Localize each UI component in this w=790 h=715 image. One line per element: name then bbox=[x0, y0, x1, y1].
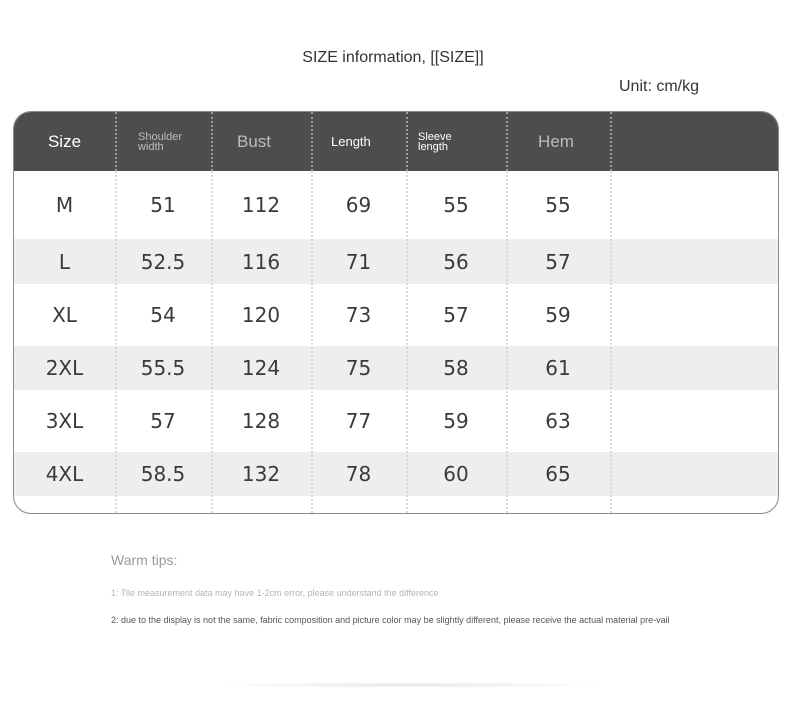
cell-size: 3XL bbox=[45, 409, 84, 433]
header-sleeve-length: Sleeve length bbox=[418, 130, 452, 153]
cell-sleeve: 58 bbox=[443, 356, 469, 380]
cell-size: 4XL bbox=[45, 462, 84, 486]
table-row: 3XL 57 128 77 59 63 bbox=[14, 390, 778, 452]
header-divider bbox=[406, 112, 408, 171]
cell-hem: 61 bbox=[545, 356, 571, 380]
cell-size: M bbox=[55, 193, 74, 217]
cell-shoulder: 55.5 bbox=[140, 356, 186, 380]
table-row: M 51 112 69 55 55 bbox=[14, 171, 778, 239]
cell-size: XL bbox=[52, 303, 77, 327]
header-divider bbox=[311, 112, 313, 171]
cell-length: 71 bbox=[345, 249, 372, 274]
cell-bust: 128 bbox=[241, 409, 281, 433]
cell-length: 78 bbox=[345, 462, 372, 486]
header-divider bbox=[211, 112, 213, 171]
column-divider bbox=[506, 171, 508, 513]
unit-label: Unit: cm/kg bbox=[619, 78, 700, 95]
cell-sleeve: 59 bbox=[443, 409, 469, 433]
cell-bust: 112 bbox=[241, 193, 281, 217]
header-size: Size bbox=[47, 131, 82, 151]
column-divider bbox=[610, 171, 612, 513]
page-title: SIZE information, [[SIZE]] bbox=[302, 49, 484, 66]
header-divider bbox=[115, 112, 117, 171]
cell-hem: 65 bbox=[545, 462, 571, 486]
header-bust: Bust bbox=[236, 131, 272, 151]
cell-sleeve: 56 bbox=[443, 249, 469, 274]
column-divider bbox=[211, 171, 213, 513]
cell-shoulder: 58.5 bbox=[140, 462, 186, 486]
table-row: XL 54 120 73 57 59 bbox=[14, 284, 778, 346]
cell-hem: 59 bbox=[545, 303, 571, 327]
header-divider bbox=[610, 112, 612, 171]
bottom-shadow bbox=[210, 682, 610, 688]
cell-sleeve: 60 bbox=[443, 462, 469, 486]
table-row: 4XL 58.5 132 78 60 65 bbox=[14, 452, 778, 496]
column-divider bbox=[311, 171, 313, 513]
table-row: L 52.5 116 71 56 57 bbox=[14, 239, 778, 284]
cell-length: 77 bbox=[345, 409, 372, 433]
cell-sleeve: 55 bbox=[443, 193, 469, 217]
cell-size: 2XL bbox=[45, 356, 84, 380]
size-table: Size Shoulder width Bust Length Sleeve l… bbox=[13, 111, 779, 514]
cell-bust: 120 bbox=[241, 303, 281, 327]
cell-length: 73 bbox=[345, 303, 372, 327]
cell-shoulder: 54 bbox=[150, 303, 176, 327]
cell-bust: 124 bbox=[241, 356, 281, 380]
cell-shoulder: 57 bbox=[150, 409, 176, 433]
header-shoulder-width: Shoulder width bbox=[138, 130, 183, 153]
cell-sleeve: 57 bbox=[443, 303, 469, 327]
cell-hem: 57 bbox=[545, 249, 571, 274]
cell-shoulder: 52.5 bbox=[140, 249, 186, 274]
cell-shoulder: 51 bbox=[150, 193, 176, 217]
column-divider bbox=[115, 171, 117, 513]
header-divider bbox=[506, 112, 508, 171]
header-length: Length bbox=[331, 133, 371, 149]
table-header: Size Shoulder width Bust Length Sleeve l… bbox=[14, 112, 778, 171]
column-divider bbox=[406, 171, 408, 513]
cell-hem: 55 bbox=[545, 193, 571, 217]
cell-hem: 63 bbox=[545, 409, 571, 433]
table-row: 2XL 55.5 124 75 58 61 bbox=[14, 346, 778, 390]
warm-tip-1: 1: Tile measurement data may have 1-2cm … bbox=[111, 588, 439, 598]
cell-bust: 132 bbox=[241, 462, 281, 486]
cell-length: 69 bbox=[345, 193, 372, 217]
header-hem: Hem bbox=[538, 131, 574, 151]
warm-tips-title: Warm tips: bbox=[111, 552, 178, 568]
cell-length: 75 bbox=[345, 356, 372, 380]
cell-size: L bbox=[58, 249, 71, 274]
warm-tip-2: 2: due to the display is not the same, f… bbox=[111, 615, 670, 625]
cell-bust: 116 bbox=[241, 249, 281, 274]
